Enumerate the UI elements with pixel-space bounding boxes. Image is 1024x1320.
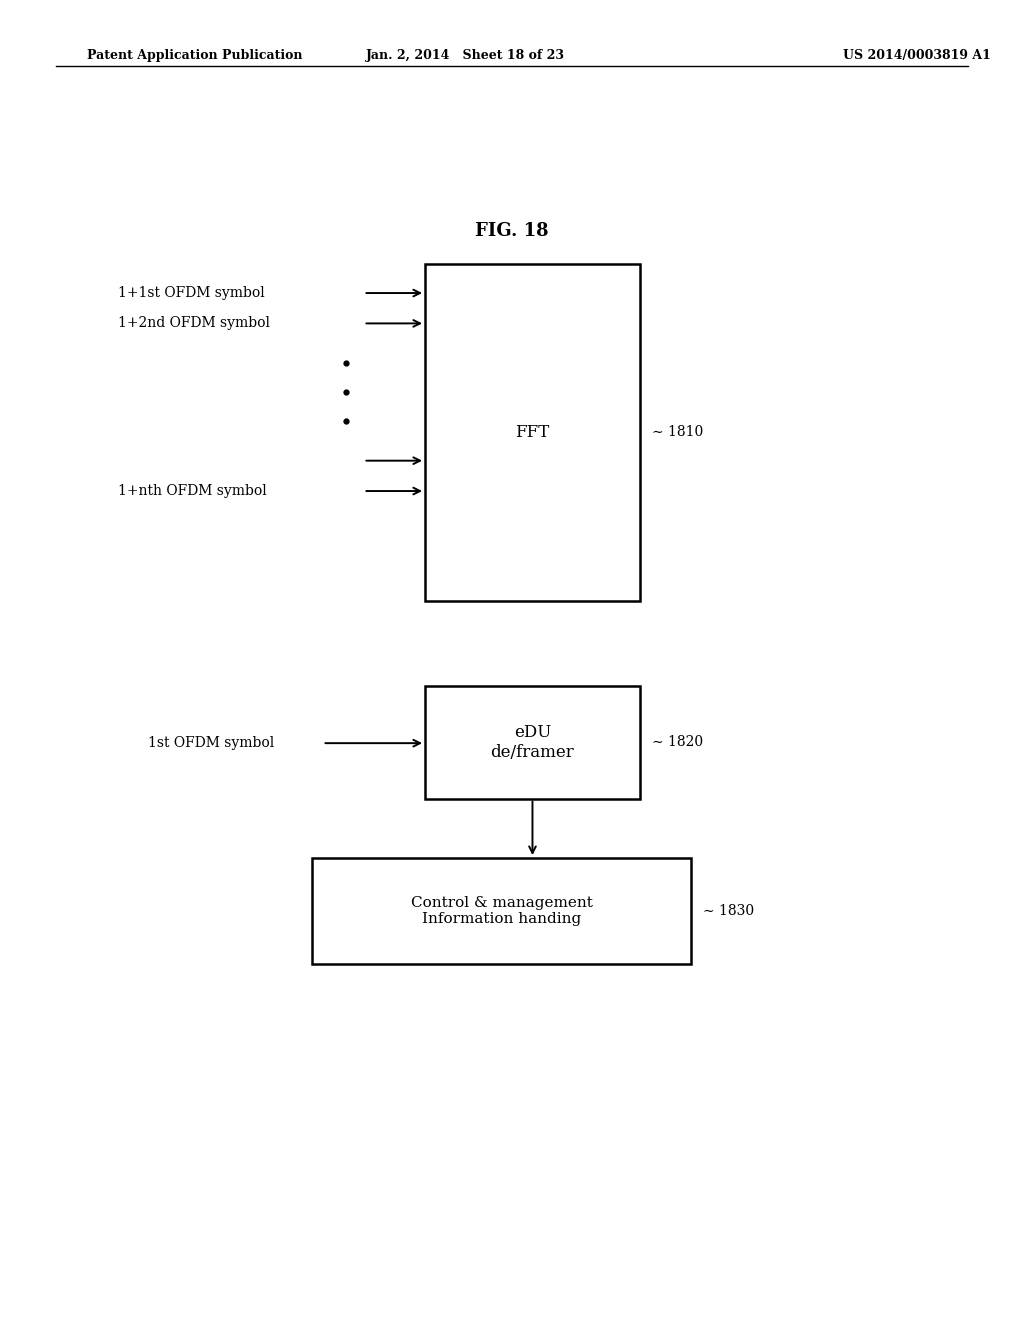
Text: Jan. 2, 2014   Sheet 18 of 23: Jan. 2, 2014 Sheet 18 of 23	[367, 49, 565, 62]
Text: ∼ 1810: ∼ 1810	[652, 425, 703, 440]
Text: FIG. 18: FIG. 18	[475, 222, 549, 240]
Text: US 2014/0003819 A1: US 2014/0003819 A1	[843, 49, 990, 62]
Text: Patent Application Publication: Patent Application Publication	[87, 49, 302, 62]
Text: 1st OFDM symbol: 1st OFDM symbol	[148, 737, 274, 750]
Text: 1+2nd OFDM symbol: 1+2nd OFDM symbol	[118, 317, 269, 330]
Bar	[425, 686, 640, 799]
Text: 1+nth OFDM symbol: 1+nth OFDM symbol	[118, 484, 266, 498]
Text: 1+1st OFDM symbol: 1+1st OFDM symbol	[118, 286, 264, 300]
Text: eDU
de/framer: eDU de/framer	[490, 725, 574, 760]
Bar	[312, 858, 691, 964]
Text: Control & management
Information handing: Control & management Information handing	[411, 896, 593, 925]
Bar	[425, 264, 640, 601]
Text: FFT: FFT	[515, 424, 550, 441]
Text: ∼ 1830: ∼ 1830	[703, 904, 755, 917]
Text: ∼ 1820: ∼ 1820	[652, 735, 703, 750]
